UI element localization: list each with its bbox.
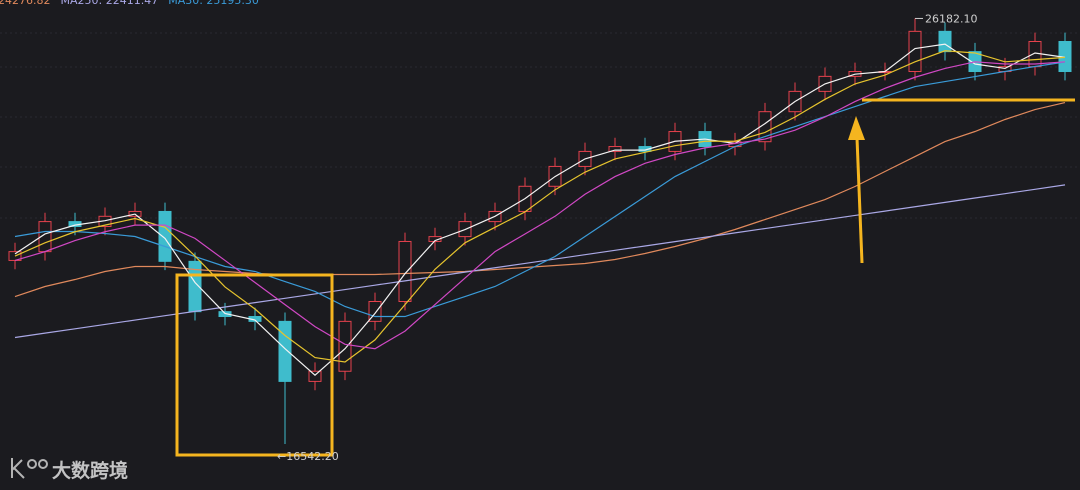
candle-body xyxy=(308,370,322,382)
max-label: 26182.10 xyxy=(925,12,978,25)
candle-body xyxy=(638,146,652,152)
candle-body xyxy=(218,311,232,318)
legend-entry: MA250: 22411.47 xyxy=(61,0,159,7)
candle-body xyxy=(758,111,772,143)
candle-body xyxy=(608,146,622,152)
ma-line xyxy=(14,43,1066,377)
ma-line xyxy=(14,184,1066,339)
candle-body xyxy=(338,320,352,372)
legend-entry: MA30: 25195.30 xyxy=(168,0,259,7)
candle-body xyxy=(938,30,952,53)
legend-entry: 24276.82 xyxy=(0,0,51,7)
min-label: ←16542.20 xyxy=(277,450,339,463)
candle-body xyxy=(278,320,292,382)
candle-body xyxy=(398,240,412,303)
candle-body xyxy=(8,251,22,261)
ma-line xyxy=(14,61,1066,350)
candle-body xyxy=(908,30,922,73)
candle-body xyxy=(158,210,172,262)
highlight-box xyxy=(175,273,334,457)
arrow-head xyxy=(848,116,865,140)
ma-line xyxy=(14,101,1066,298)
ma-line xyxy=(14,50,1066,363)
watermark: 大数跨境 xyxy=(52,459,128,482)
plot xyxy=(0,18,1080,444)
watermark-logo xyxy=(11,458,48,479)
ma-line xyxy=(14,61,1066,318)
arrow-shaft xyxy=(855,137,864,264)
